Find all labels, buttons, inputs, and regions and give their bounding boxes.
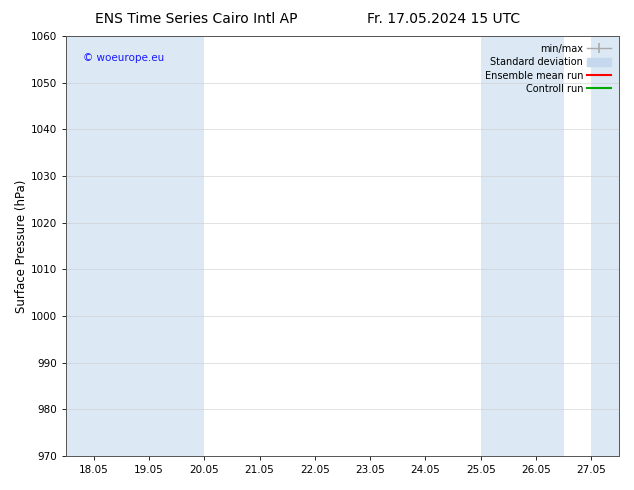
Text: © woeurope.eu: © woeurope.eu — [82, 53, 164, 63]
Bar — [66, 36, 204, 456]
Text: Fr. 17.05.2024 15 UTC: Fr. 17.05.2024 15 UTC — [367, 12, 521, 26]
Bar — [592, 36, 619, 456]
Text: ENS Time Series Cairo Intl AP: ENS Time Series Cairo Intl AP — [95, 12, 298, 26]
Bar — [481, 36, 564, 456]
Y-axis label: Surface Pressure (hPa): Surface Pressure (hPa) — [15, 179, 28, 313]
Legend: min/max, Standard deviation, Ensemble mean run, Controll run: min/max, Standard deviation, Ensemble me… — [482, 41, 614, 97]
